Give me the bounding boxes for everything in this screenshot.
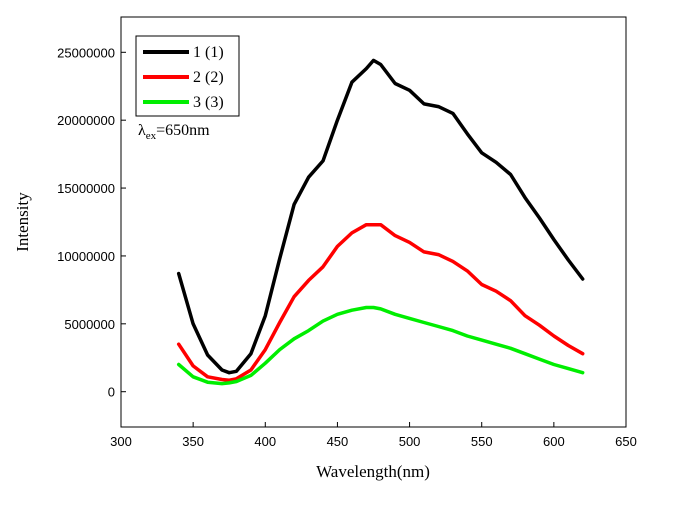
x-tick-label: 450 — [327, 434, 349, 449]
x-tick-label: 650 — [615, 434, 637, 449]
y-axis-title: Intensity — [13, 192, 32, 252]
legend: 1 (1) 2 (2) 3 (3) — [135, 35, 240, 117]
x-tick-label: 400 — [254, 434, 276, 449]
legend-label: 1 (1) — [193, 44, 224, 61]
legend-label: 2 (2) — [193, 69, 224, 86]
x-tick-label: 350 — [182, 434, 204, 449]
y-tick-label: 25000000 — [57, 45, 115, 60]
y-tick-label: 20000000 — [57, 113, 115, 128]
y-tick-label: 5000000 — [64, 317, 115, 332]
x-tick-label: 550 — [471, 434, 493, 449]
legend-label: 3 (3) — [193, 94, 224, 111]
series-line-3 — [176, 305, 585, 386]
y-axis: 0 5000000 10000000 15000000 20000000 25000000 — [57, 45, 126, 400]
x-axis-title: Wavelength(nm) — [316, 462, 430, 481]
y-tick-label: 15000000 — [57, 181, 115, 196]
y-tick-label: 0 — [108, 385, 115, 400]
series-lines — [176, 58, 585, 386]
annotation-subscript: ex — [146, 130, 157, 142]
x-tick-label: 300 — [110, 434, 132, 449]
plot-frame — [120, 16, 627, 428]
y-tick-label: 10000000 — [57, 249, 115, 264]
x-tick-label: 500 — [399, 434, 421, 449]
series-line-2 — [176, 222, 585, 382]
x-axis: 300 350 400 450 500 550 600 650 — [110, 422, 637, 449]
series-line-1 — [176, 58, 585, 375]
excitation-annotation: λex=650nm — [138, 122, 210, 142]
annotation-value: =650nm — [156, 122, 210, 139]
x-tick-label: 600 — [543, 434, 565, 449]
annotation-lambda: λ — [138, 122, 146, 139]
